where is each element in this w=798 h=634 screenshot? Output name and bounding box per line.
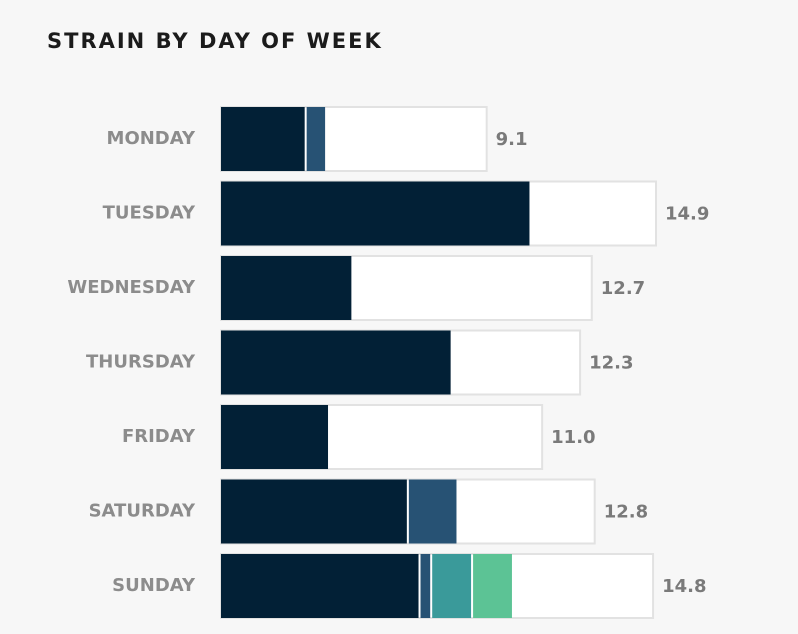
category-label: TUESDAY <box>103 203 196 224</box>
bar-segment <box>473 554 512 618</box>
value-label: 14.9 <box>665 204 709 225</box>
category-label: WEDNESDAY <box>67 277 196 298</box>
bar-segment <box>221 479 407 544</box>
bar-segment <box>221 107 305 171</box>
bar-segment <box>420 554 431 618</box>
bar-segment <box>306 107 326 171</box>
bar-segment <box>221 405 329 469</box>
bar-segment <box>221 256 352 320</box>
bar-segment <box>221 330 451 395</box>
category-label: MONDAY <box>107 128 196 149</box>
bar-segment <box>221 181 530 246</box>
bar-segment <box>221 554 419 618</box>
value-label: 12.3 <box>589 353 633 374</box>
category-label: SUNDAY <box>112 575 196 596</box>
value-label: 12.7 <box>601 278 645 299</box>
chart-title: STRAIN BY DAY OF WEEK <box>47 29 383 53</box>
value-label: 12.8 <box>604 502 648 523</box>
bar-segment <box>408 479 457 544</box>
bar-segment <box>432 554 472 618</box>
category-label: SATURDAY <box>89 501 196 522</box>
value-label: 11.0 <box>551 427 595 448</box>
value-label: 14.8 <box>662 576 706 597</box>
category-label: THURSDAY <box>86 352 196 373</box>
category-label: FRIDAY <box>122 426 196 447</box>
value-label: 9.1 <box>496 129 528 150</box>
